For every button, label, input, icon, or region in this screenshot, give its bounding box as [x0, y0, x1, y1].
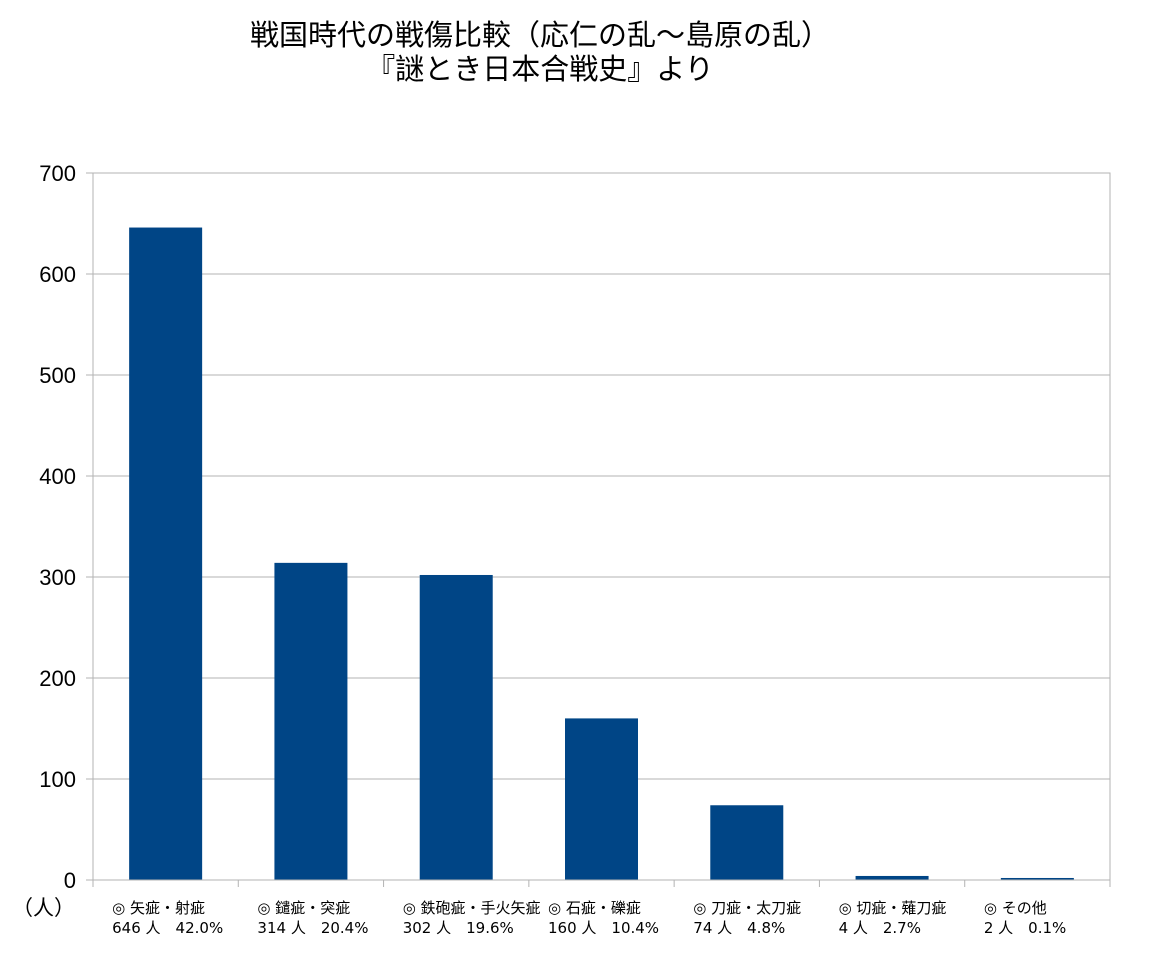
- category-value-label: 302 人 19.6%: [403, 919, 514, 937]
- category-label: ◎ その他: [984, 899, 1047, 917]
- category-label: ◎ 刀疵・太刀疵: [693, 899, 801, 917]
- category-label: ◎ 切疵・薙刀疵: [839, 899, 947, 917]
- y-tick-label: 500: [39, 363, 76, 388]
- plot-area-border: [92, 172, 1111, 881]
- category-labels: ◎ 矢疵・射疵 646 人 42.0% ◎ 鑓疵・突疵 314 人 20.4% ◎ 鉄砲…: [112, 899, 1066, 937]
- y-tick-label: 0: [64, 868, 76, 893]
- bar: [419, 574, 493, 880]
- y-tick-labels: 0 100 200 300 400 500 600 700: [39, 161, 76, 893]
- y-tick-label: 400: [39, 464, 76, 489]
- category-value-label: 74 人 4.8%: [693, 919, 785, 937]
- category-value-label: 314 人 20.4%: [257, 919, 368, 937]
- chart-subtitle: 『謎とき日本合戦史』より: [366, 52, 714, 86]
- category-value-label: 646 人 42.0%: [112, 919, 223, 937]
- category-label: ◎ 石疵・礫疵: [548, 899, 641, 917]
- chart-title: 戦国時代の戦傷比較（応仁の乱～島原の乱）: [249, 18, 830, 52]
- axes: [86, 172, 1111, 887]
- category-label: ◎ 鑓疵・突疵: [257, 899, 350, 917]
- category-value-label: 2 人 0.1%: [984, 919, 1066, 937]
- category-label: ◎ 矢疵・射疵: [112, 899, 205, 917]
- bar: [274, 562, 348, 880]
- y-tick-label: 100: [39, 767, 76, 792]
- bars: [129, 227, 1074, 881]
- y-tick-label: 600: [39, 262, 76, 287]
- y-tick-label: 300: [39, 565, 76, 590]
- bar: [129, 227, 203, 881]
- category-value-label: 4 人 2.7%: [839, 919, 921, 937]
- category-value-label: 160 人 10.4%: [548, 919, 659, 937]
- gridlines: [93, 172, 1110, 780]
- chart-title-block: 戦国時代の戦傷比較（応仁の乱～島原の乱） 『謎とき日本合戦史』より: [0, 18, 1080, 86]
- y-tick-label: 200: [39, 666, 76, 691]
- y-axis-unit-label: （人）: [12, 896, 75, 920]
- category-label: ◎ 鉄砲疵・手火矢疵: [403, 899, 541, 917]
- bar: [855, 875, 929, 880]
- y-tick-label: 700: [39, 161, 76, 186]
- bar: [710, 805, 784, 880]
- bar: [565, 718, 638, 880]
- bar: [1000, 877, 1074, 880]
